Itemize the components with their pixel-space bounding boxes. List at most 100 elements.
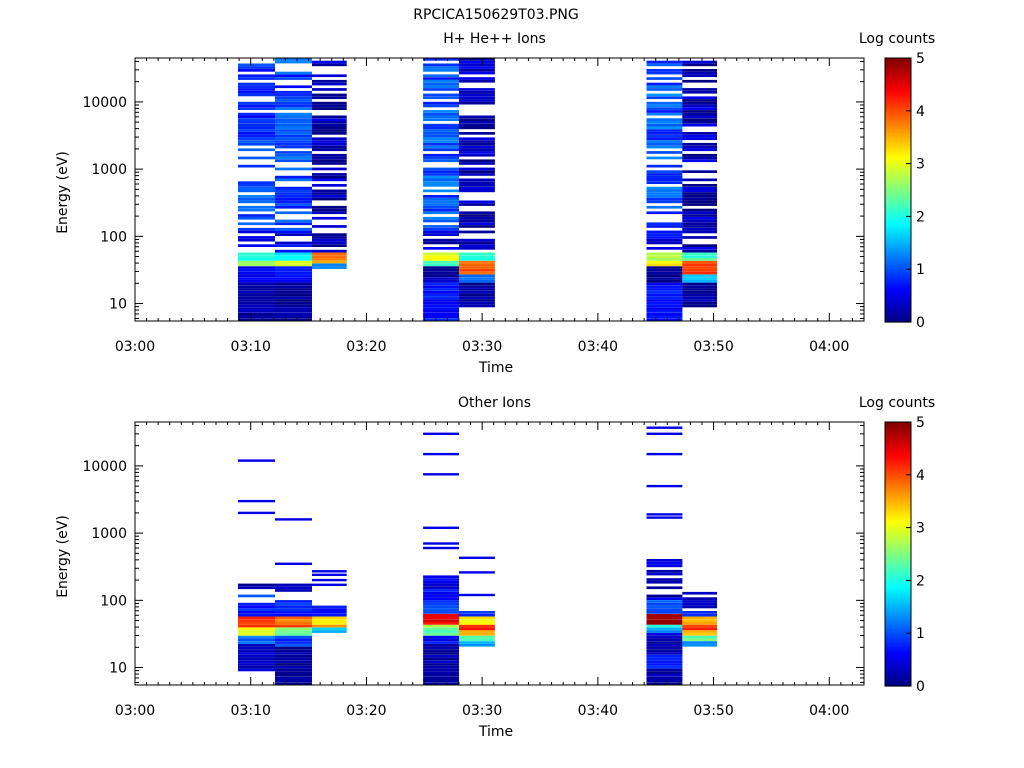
spectrogram-bin bbox=[682, 296, 717, 299]
colorbar-gradient-step bbox=[885, 181, 911, 184]
spectrogram-bin bbox=[423, 652, 459, 655]
spectrogram-bin bbox=[238, 663, 275, 666]
colorbar-gradient-step bbox=[885, 569, 911, 573]
spectrogram-bin bbox=[459, 252, 495, 256]
colorbar-gradient-step bbox=[885, 146, 911, 149]
spectrogram-bin bbox=[238, 77, 275, 80]
colorbar-gradient-step bbox=[885, 218, 911, 222]
spectrogram-bin bbox=[682, 627, 717, 631]
spectrogram-bin bbox=[312, 205, 347, 209]
spectrogram-bin bbox=[682, 88, 717, 91]
spectrogram-bin bbox=[423, 153, 459, 157]
spectrogram-bin bbox=[459, 121, 495, 124]
spectrogram-bin bbox=[423, 247, 459, 250]
spectrogram-bin bbox=[646, 178, 683, 182]
colorbar-frame bbox=[884, 421, 912, 687]
colorbar-gradient-step bbox=[885, 262, 911, 266]
colorbar-gradient-step bbox=[885, 113, 911, 116]
spectrogram-bin bbox=[238, 66, 275, 69]
spectrogram-bin bbox=[312, 153, 347, 157]
spectrogram-bin bbox=[238, 608, 275, 611]
sparse-count-line bbox=[238, 459, 275, 462]
spectrogram-bin bbox=[423, 304, 459, 308]
colorbar-gradient-step bbox=[885, 560, 911, 564]
x-tick-label: 03:20 bbox=[346, 339, 386, 355]
sparse-count-line bbox=[275, 562, 312, 565]
spectrogram-bin bbox=[312, 233, 347, 236]
spectrogram-bin bbox=[423, 238, 459, 242]
spectrogram-bin bbox=[238, 594, 275, 598]
colorbar-gradient-step bbox=[885, 245, 911, 248]
spectrogram-bin bbox=[423, 288, 459, 291]
spectrogram-bin bbox=[238, 252, 275, 256]
spectrogram-bin bbox=[312, 82, 347, 86]
spectrogram-bin bbox=[646, 173, 683, 176]
spectrogram-bin bbox=[646, 252, 683, 256]
x-tick-label: 04:00 bbox=[809, 703, 849, 719]
spectrogram-bin bbox=[423, 591, 459, 595]
spectrogram-bin bbox=[423, 263, 459, 267]
spectrogram-bin bbox=[646, 668, 683, 672]
spectrogram-bin bbox=[423, 312, 459, 316]
spectrogram-bin bbox=[238, 318, 275, 321]
spectrogram-bin bbox=[275, 274, 312, 278]
spectrogram-column bbox=[423, 432, 459, 685]
spectrogram-bin bbox=[275, 318, 312, 321]
colorbar-gradient-step bbox=[885, 84, 911, 88]
spectrogram-bin bbox=[423, 145, 459, 149]
spectrogram-bin bbox=[459, 263, 495, 267]
spectrogram-bin bbox=[423, 682, 459, 685]
spectrogram-bin bbox=[682, 203, 717, 206]
colorbar-gradient-step bbox=[885, 165, 911, 169]
spectrogram-bin bbox=[459, 173, 495, 176]
spectrogram-bin bbox=[275, 619, 312, 622]
colorbar-gradient-step bbox=[885, 617, 911, 621]
spectrogram-bin bbox=[423, 290, 459, 294]
spectrogram-bin bbox=[423, 69, 459, 72]
spectrogram-bin bbox=[459, 266, 495, 269]
spectrogram-bin bbox=[275, 104, 312, 108]
spectrogram-bin bbox=[646, 665, 683, 669]
spectrogram-bin bbox=[459, 624, 495, 628]
spectrogram-bin bbox=[646, 142, 683, 146]
spectrogram-bin bbox=[682, 71, 717, 75]
colorbar-gradient-step bbox=[885, 428, 911, 432]
spectrogram-bin bbox=[646, 657, 683, 661]
spectrogram-bin bbox=[275, 630, 312, 633]
spectrogram-bin bbox=[275, 151, 312, 154]
spectrogram-bin bbox=[459, 632, 495, 636]
spectrogram-bin bbox=[459, 301, 495, 305]
spectrogram-bin bbox=[238, 627, 275, 631]
colorbar-gradient-step bbox=[885, 242, 911, 246]
spectrogram-bin bbox=[312, 622, 347, 625]
spectrogram-bin bbox=[646, 211, 683, 215]
colorbar-gradient-step bbox=[885, 282, 911, 286]
spectrogram-bin bbox=[423, 79, 459, 83]
spectrogram-column bbox=[312, 60, 347, 269]
colorbar-gradient-step bbox=[885, 567, 911, 570]
spectrogram-bin bbox=[682, 222, 717, 226]
spectrogram-bin bbox=[682, 277, 717, 280]
spectrogram-bin bbox=[312, 624, 347, 628]
spectrogram-bin bbox=[459, 247, 495, 250]
spectrogram-bin bbox=[459, 93, 495, 97]
spectrogram-bin bbox=[682, 611, 717, 614]
sparse-count-line bbox=[238, 499, 275, 503]
spectrogram-bin bbox=[275, 211, 312, 215]
spectrogram-bin bbox=[646, 315, 683, 319]
spectrogram-bin bbox=[646, 285, 683, 289]
spectrogram-bin bbox=[238, 82, 275, 86]
colorbar-gradient-step bbox=[885, 565, 911, 568]
spectrogram-bin bbox=[423, 635, 459, 639]
spectrogram-bin bbox=[312, 616, 347, 620]
x-tick-label: 03:50 bbox=[693, 339, 733, 355]
spectrogram-bin bbox=[423, 208, 459, 212]
spectrogram-bin bbox=[238, 665, 275, 669]
spectrogram-bin bbox=[275, 77, 312, 80]
spectrogram-bin bbox=[459, 137, 495, 141]
colorbar-gradient-step bbox=[885, 481, 911, 485]
colorbar-gradient-step bbox=[885, 512, 911, 515]
spectrogram-bin bbox=[238, 652, 275, 655]
spectrogram-bin bbox=[423, 159, 459, 163]
spectrogram-bin bbox=[312, 104, 347, 108]
